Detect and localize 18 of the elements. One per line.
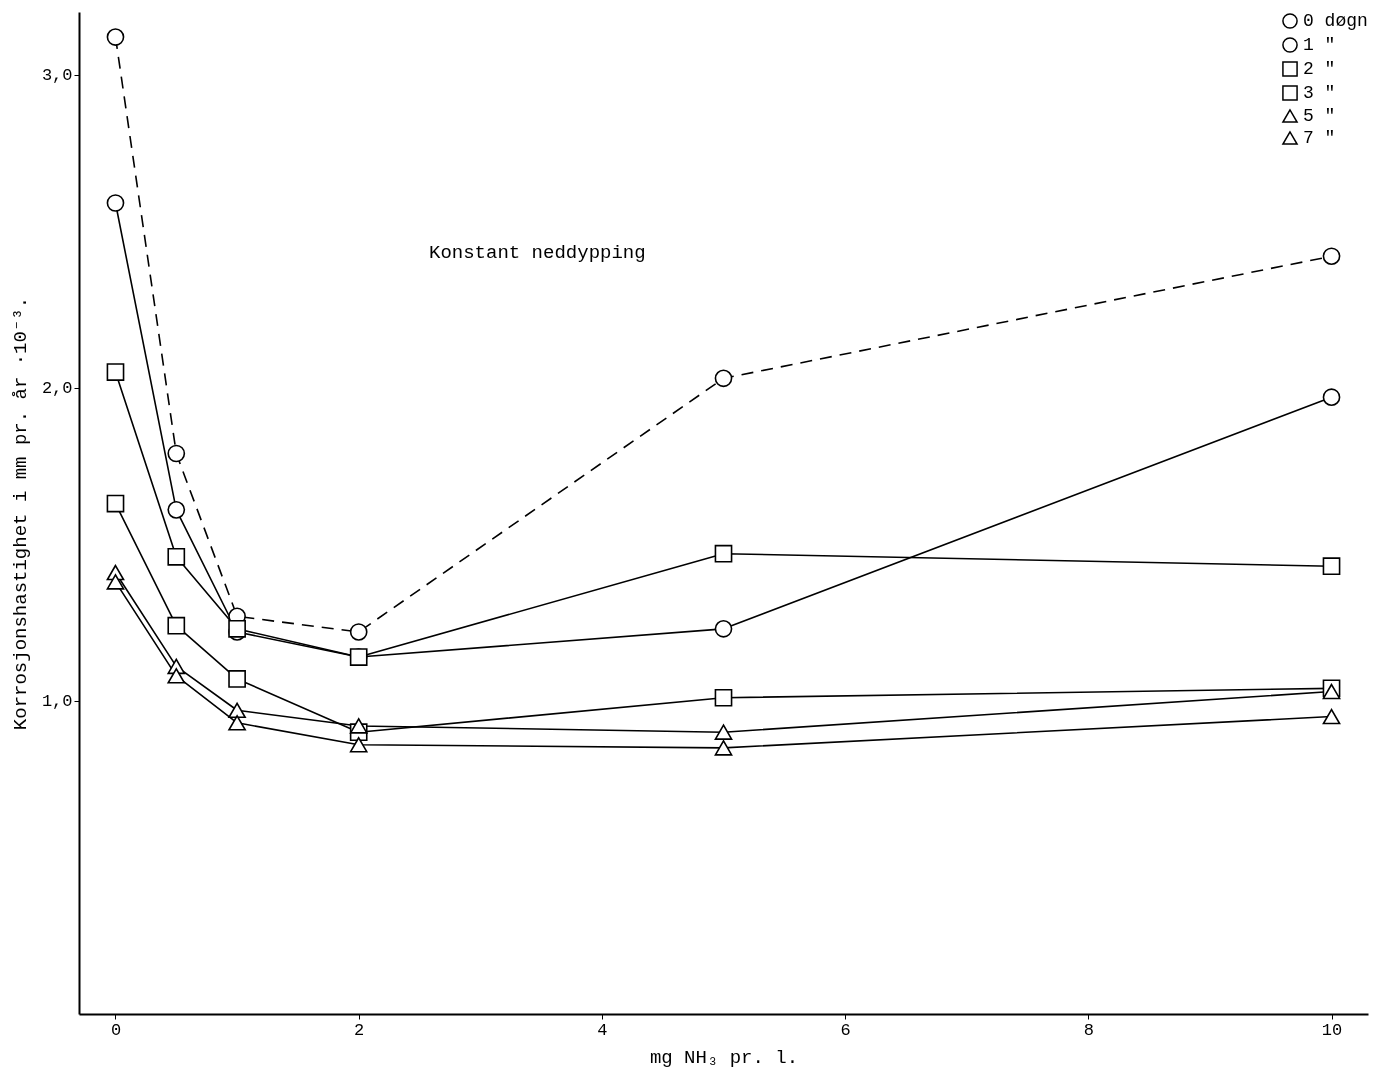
x-axis-title: mg NH₃ pr. l. [649, 1046, 799, 1069]
annotation: Konstant neddypping [429, 242, 646, 264]
legend-label: 1 " [1303, 35, 1336, 55]
y-tick-label: 2,0 [41, 379, 73, 399]
y-axis-title: Korrosjonshastighet i mm pr. år ·10⁻³. [9, 296, 32, 731]
x-tick-label: 0 [110, 1020, 122, 1040]
x-tick-label: 6 [840, 1020, 851, 1040]
x-tick-label: 10 [1321, 1020, 1343, 1040]
legend-label: 3 " [1303, 83, 1336, 103]
legend-label: 0 døgn [1303, 11, 1368, 31]
legend-label: 7 " [1303, 128, 1336, 148]
legend-label: 5 " [1303, 106, 1336, 126]
legend-label: 2 " [1303, 59, 1336, 79]
y-tick-label: 3,0 [41, 66, 73, 86]
y-tick-label: 1,0 [41, 692, 73, 712]
x-tick-label: 2 [354, 1020, 365, 1040]
x-tick-label: 4 [597, 1020, 608, 1040]
x-tick-label: 8 [1083, 1020, 1094, 1040]
